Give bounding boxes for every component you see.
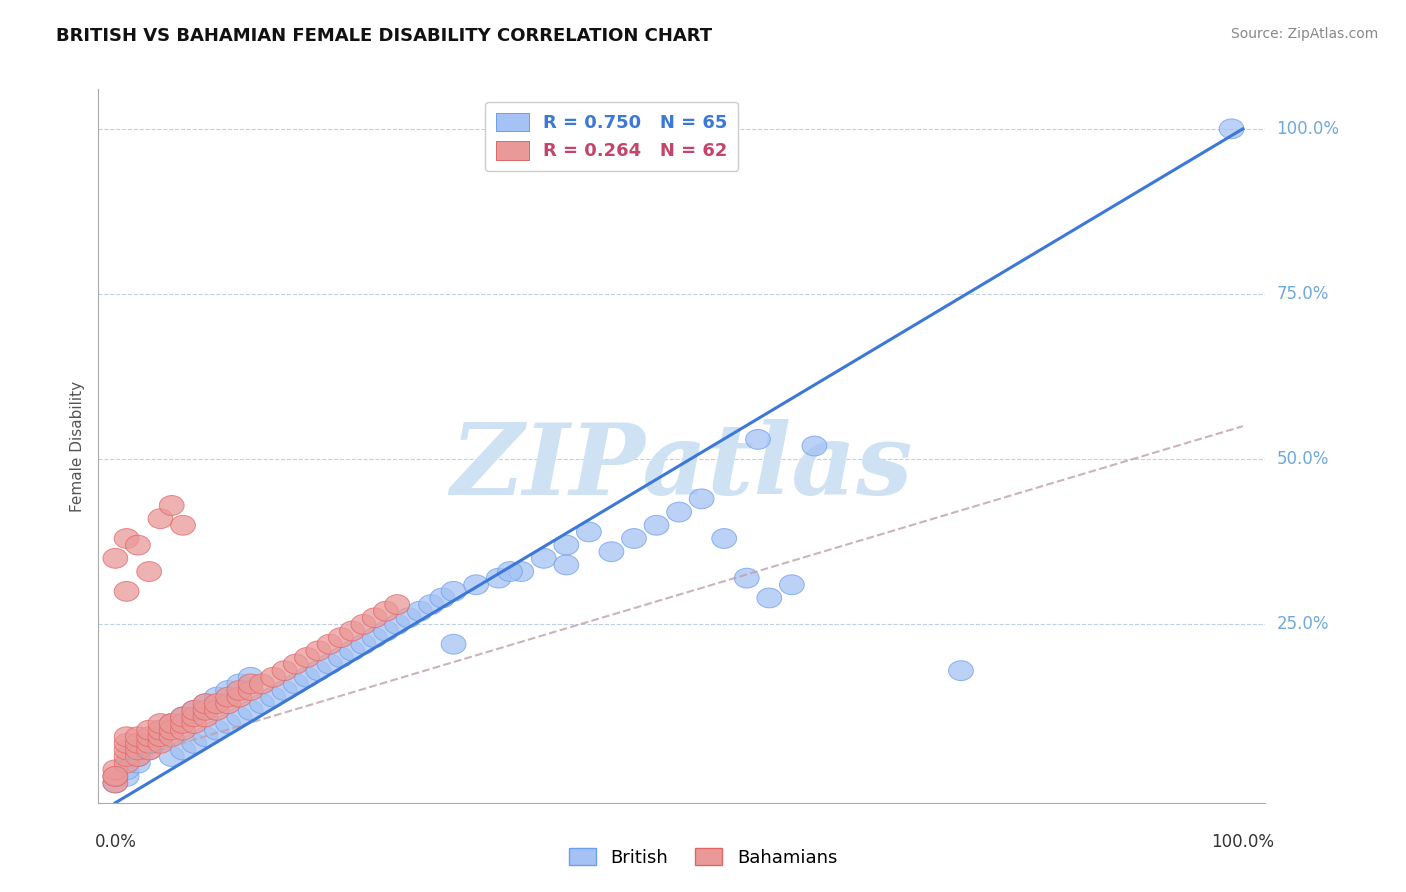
Text: BRITISH VS BAHAMIAN FEMALE DISABILITY CORRELATION CHART: BRITISH VS BAHAMIAN FEMALE DISABILITY CO… [56, 27, 713, 45]
Text: 100.0%: 100.0% [1212, 833, 1274, 851]
Text: 100.0%: 100.0% [1277, 120, 1340, 138]
Legend: R = 0.750   N = 65, R = 0.264   N = 62: R = 0.750 N = 65, R = 0.264 N = 62 [485, 102, 738, 171]
Text: 50.0%: 50.0% [1277, 450, 1329, 468]
Text: Source: ZipAtlas.com: Source: ZipAtlas.com [1230, 27, 1378, 41]
Text: 75.0%: 75.0% [1277, 285, 1329, 303]
Text: 25.0%: 25.0% [1277, 615, 1329, 633]
Legend: British, Bahamians: British, Bahamians [561, 841, 845, 874]
Y-axis label: Female Disability: Female Disability [69, 380, 84, 512]
Text: 0.0%: 0.0% [94, 833, 136, 851]
Text: ZIPatlas: ZIPatlas [451, 419, 912, 516]
